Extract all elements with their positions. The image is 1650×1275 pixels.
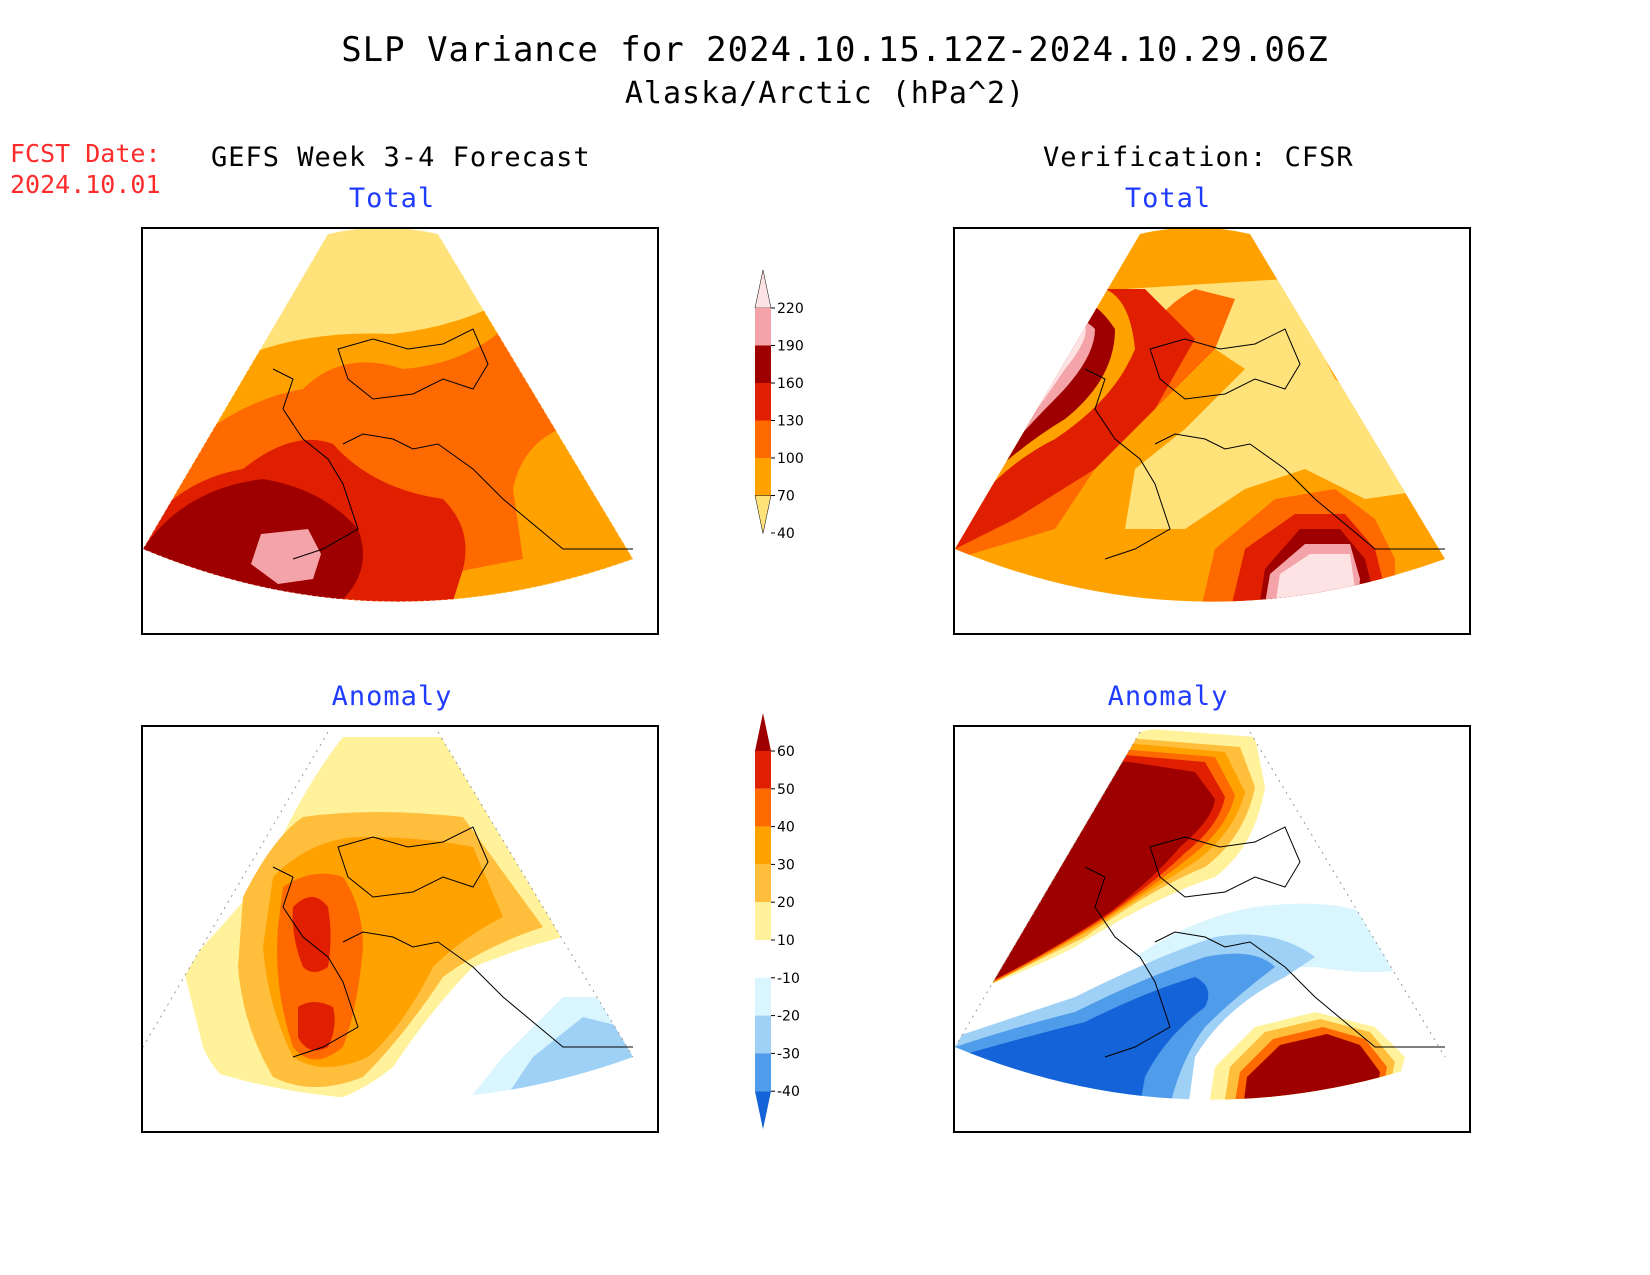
region-above-60 [1240,1034,1380,1100]
anomaly-colorbar: 60 50 40 30 20 10 -10 -20 -30 -40 [755,713,800,1130]
colorbar-swatch [755,1091,771,1130]
forecast-date-value: 2024.10.01 [10,170,161,199]
colorbar-swatch [755,458,771,496]
graticule [143,731,634,1058]
main-title: SLP Variance for 2024.10.15.12Z-2024.10.… [341,30,1329,70]
verification-column-heading: Verification: CFSR [1043,142,1354,173]
forecast-anomaly-map [141,725,659,1133]
coastline [272,866,633,1058]
colorbar-swatch [755,788,771,827]
colorbar-swatch [755,713,771,751]
colorbar-label: -10 [777,971,800,987]
graticule [955,731,1446,1058]
forecast-date: FCST Date: 2024.10.01 [10,138,161,200]
forecast-total-label: Total [348,183,436,214]
colorbar-swatch [755,383,771,421]
main-subtitle: Alaska/Arctic (hPa^2) [624,76,1026,111]
verification-total-label: Total [1124,183,1212,214]
colorbar-swatch [755,1015,771,1054]
region-220-plus [1273,554,1355,602]
colorbar-swatch [755,864,771,903]
colorbar-swatch [755,940,771,978]
coastline [1149,826,1301,898]
colorbar-swatch [754,269,772,309]
region-50-60 [298,1002,335,1051]
verification-anomaly-label: Anomaly [1107,681,1229,712]
colorbar-label: -20 [777,1009,800,1025]
colorbar-label: 70 [777,489,795,505]
region-50-60 [292,897,331,972]
coastline [337,826,489,898]
colorbar-label: 100 [777,451,804,467]
colorbar-label: 190 [777,339,804,355]
verification-total-map [953,227,1471,635]
coastline [1084,866,1445,1058]
forecast-date-label: FCST Date: [10,139,161,168]
colorbar-label: -30 [777,1046,800,1062]
forecast-anomaly-label: Anomaly [331,681,453,712]
colorbar-swatch [755,751,771,789]
colorbar-label: 50 [777,782,795,798]
colorbar-swatch [755,977,771,1016]
colorbar-label: 130 [777,414,804,430]
colorbar-label: 160 [777,376,804,392]
region-130-160 [955,289,1195,549]
region-190-220 [251,529,321,584]
coastline [1149,328,1301,400]
colorbar-swatch [755,420,771,458]
region-neg20-neg30 [483,1017,633,1100]
colorbar-label: 30 [777,857,795,873]
colorbar-label: 60 [777,744,795,760]
colorbar-label: 20 [777,895,795,911]
region-40-70 [1125,279,1435,529]
colorbar-label: 220 [777,301,804,317]
colorbar-swatch [754,495,772,534]
colorbar-swatch [755,826,771,865]
colorbar-swatch [755,308,771,346]
colorbar-label: 40 [777,820,795,836]
coastline [272,368,633,560]
verification-anomaly-map [953,725,1471,1133]
colorbar-swatch [755,1053,771,1092]
total-colorbar: 220 190 160 130 100 70 40 [754,269,804,542]
coastline [1084,368,1445,560]
colorbar-label: 40 [777,526,795,542]
forecast-column-heading: GEFS Week 3-4 Forecast [211,142,591,173]
colorbar-swatch [755,345,771,383]
forecast-total-map [141,227,659,635]
coastline [337,328,489,400]
colorbar-swatch [755,902,771,940]
colorbar-label: -40 [777,1084,800,1100]
colorbar-label: 10 [777,933,795,949]
